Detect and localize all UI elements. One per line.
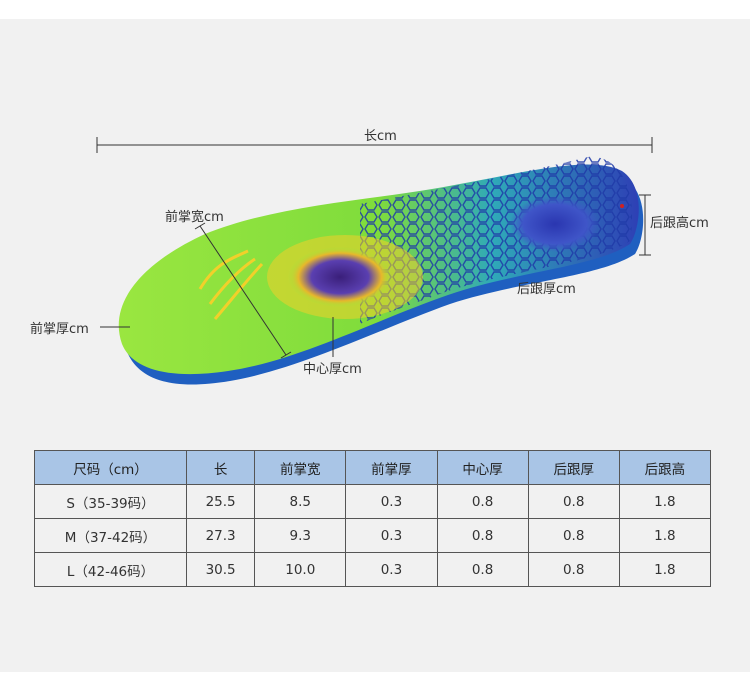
- table-cell: 0.8: [436, 552, 529, 587]
- table-cell: L（42-46码）: [34, 552, 187, 587]
- table-cell: M（37-42码）: [34, 518, 187, 553]
- heel-thickness-label: 后跟厚cm: [517, 282, 576, 297]
- heel-cup: [510, 196, 600, 252]
- header-heel-height: 后跟高: [618, 450, 712, 485]
- size-spec-table: 尺码（cm） 长 前掌宽 前掌厚 中心厚 后跟厚 后跟高 S（35-39码） 2…: [34, 450, 712, 587]
- header-forefoot-thickness: 前掌厚: [345, 450, 438, 485]
- length-label: 长cm: [364, 129, 397, 144]
- table-cell: 27.3: [185, 518, 256, 553]
- table-row: M（37-42码） 27.3 9.3 0.3 0.8 0.8 1.8: [34, 518, 712, 553]
- forefoot-width-label: 前掌宽cm: [165, 210, 224, 225]
- header-size: 尺码（cm）: [34, 450, 187, 485]
- insole-illustration: [96, 137, 653, 385]
- table-cell: 0.8: [436, 484, 529, 519]
- table-row: L（42-46码） 30.5 10.0 0.3 0.8 0.8 1.8: [34, 552, 712, 587]
- header-length: 长: [185, 450, 256, 485]
- insole-diagram: 长cm 前掌宽cm 后跟高cm 后跟厚cm 前掌厚cm 中心厚cm: [0, 19, 750, 439]
- header-center-thickness: 中心厚: [436, 450, 529, 485]
- table-cell: 0.8: [527, 552, 620, 587]
- forefoot-thickness-label: 前掌厚cm: [30, 322, 89, 337]
- table-cell: 1.8: [618, 518, 712, 553]
- table-cell: 10.0: [254, 552, 347, 587]
- table-row: S（35-39码） 25.5 8.5 0.3 0.8 0.8 1.8: [34, 484, 712, 519]
- heel-height-label: 后跟高cm: [650, 216, 709, 231]
- table-cell: 0.3: [345, 484, 438, 519]
- table-cell: S（35-39码）: [34, 484, 187, 519]
- table-cell: 8.5: [254, 484, 347, 519]
- center-arch-pad: [288, 247, 392, 307]
- table-header-row: 尺码（cm） 长 前掌宽 前掌厚 中心厚 后跟厚 后跟高: [34, 450, 712, 485]
- table-cell: 0.3: [345, 552, 438, 587]
- header-heel-thickness: 后跟厚: [527, 450, 620, 485]
- table-cell: 9.3: [254, 518, 347, 553]
- header-forefoot-width: 前掌宽: [254, 450, 347, 485]
- table-cell: 25.5: [185, 484, 256, 519]
- table-cell: 0.3: [345, 518, 438, 553]
- center-thickness-label: 中心厚cm: [303, 362, 362, 377]
- forefoot-width-line: [199, 225, 287, 356]
- table-cell: 30.5: [185, 552, 256, 587]
- table-cell: 0.8: [436, 518, 529, 553]
- table-cell: 0.8: [527, 484, 620, 519]
- table-cell: 1.8: [618, 552, 712, 587]
- table-cell: 1.8: [618, 484, 712, 519]
- table-cell: 0.8: [527, 518, 620, 553]
